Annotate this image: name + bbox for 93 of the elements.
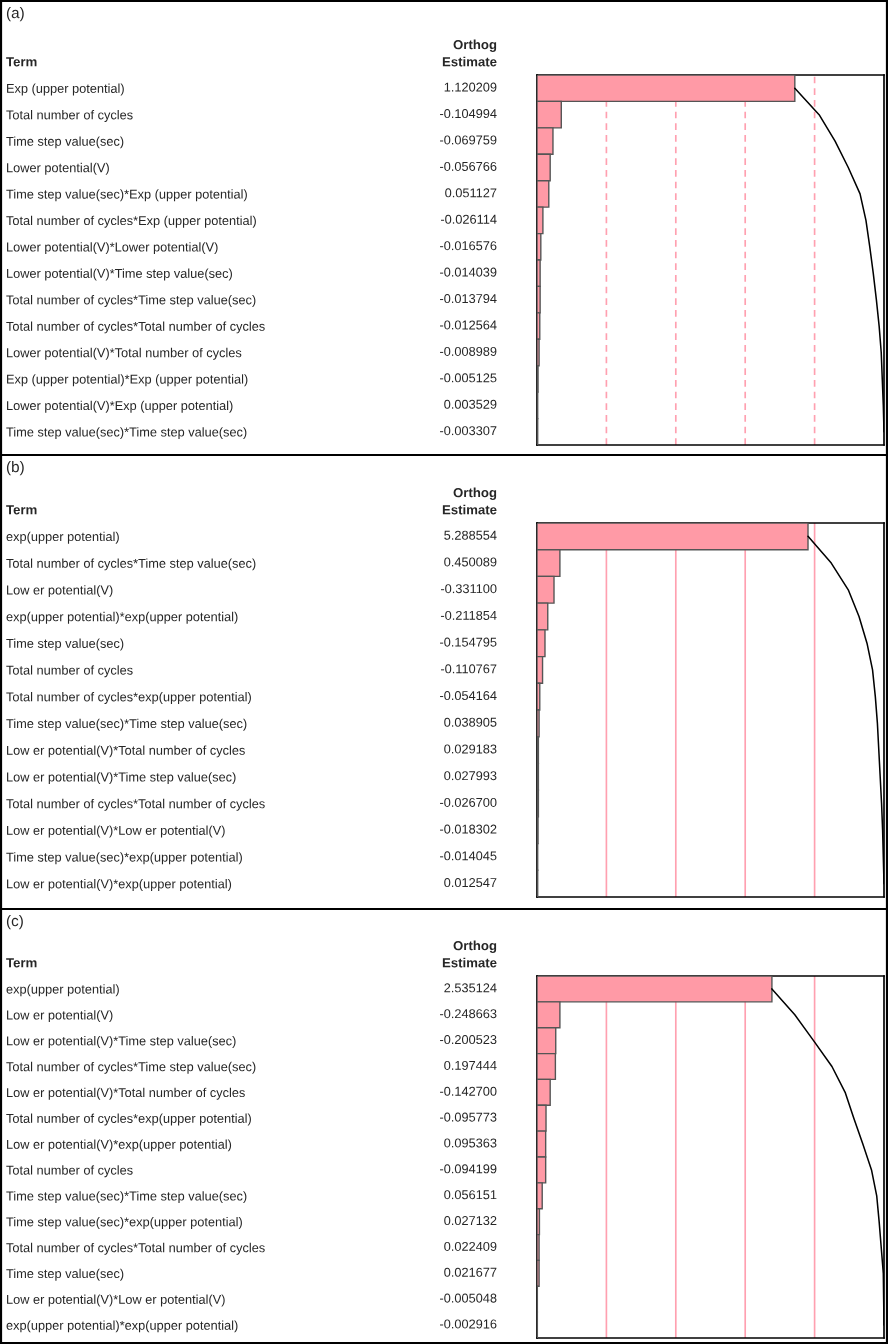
y2-tick-label: -0.016576 [440,241,497,251]
y2-tick-label: 0.027132 [444,1216,497,1226]
y-tick-label: Time step value(sec)*exp(upper potential) [6,1217,242,1229]
y-tick-label: Total number of cycles*Time step value(sec) [6,558,256,571]
y2-tick-label: 0.038905 [444,717,497,727]
y-tick-label: Time step value(sec)*exp(upper potential) [6,852,242,865]
y-tick-label: Total number of cycles*Total number of cycles [6,1242,265,1255]
y-tick-label: Low er potential(V)*Time step value(sec) [7,772,236,785]
y2-tick-label: -0.005048 [440,1293,497,1303]
y2-tick-label: 5.288554 [444,530,497,540]
y-tick-label: Exp (upper potential)*Exp (upper potential) [7,374,248,387]
y2-tick-label: -0.211854 [440,610,497,620]
y-tick-label: Total number of cycles*Exp (upper potential) [6,215,256,228]
y-tick-label: Lower potential(V)*Time step value(sec) [7,268,232,281]
y-tick-label: exp(upper potential)*exp(upper potential) [6,611,238,624]
y-tick-label: Lower potential(V)*Total number of cycles [7,347,242,360]
y-tick-label: Low er potential(V)*Time step value(sec) [7,1036,236,1048]
y2-tick-label: -0.095773 [440,1112,497,1122]
y-tick-label: Total number of cycles*Time step value(sec) [6,1061,256,1074]
text: (c) [6,915,23,930]
y2-tick-label: -0.200523 [440,1035,497,1045]
y-tick-label: Low er potential(V)*Total number of cycles [7,1087,245,1100]
y-tick-label: Low er potential(V) [7,585,113,598]
y2-tick-label: -0.054164 [440,691,497,701]
y-tick-label: Time step value(sec)*Time step value(sec) [6,718,247,731]
y2-tick-label: 0.029183 [444,744,497,754]
y2-tick-label: 0.003529 [444,399,497,409]
text: Orthog Estimate [442,940,497,968]
y2-tick-label: -0.110767 [440,664,497,674]
y-axis-title: Term [6,958,37,968]
y-tick-label: exp(upper potential)*exp(upper potential) [6,1320,238,1333]
y-tick-label: Total number of cycles [6,110,133,122]
y2-tick-label: -0.142700 [440,1086,497,1096]
y2-tick-label: -0.094199 [440,1164,497,1174]
y2-tick-label: 0.450089 [444,557,497,567]
y2-tick-label: -0.026700 [440,797,497,807]
y-tick-label: Low er potential(V) [7,1010,113,1023]
y-tick-label: Low er potential(V)*Low er potential(V) [7,1294,225,1307]
y2-tick-label: -0.008989 [440,346,497,356]
y-tick-label: Total number of cycles*Total number of cycles [6,798,265,811]
y2-tick-label: 0.051127 [445,188,497,198]
y-tick-label: Lower potential(V)*Exp (upper potential) [7,400,233,413]
y2-tick-label: -0.056766 [440,161,497,171]
y2-tick-label: 2.535124 [444,983,497,993]
y2-tick-label: -0.003307 [440,426,497,436]
y-tick-label: Low er potential(V)*exp(upper potential) [7,1139,232,1152]
y-tick-label: Time step value(sec) [6,136,124,149]
y2-tick-label: -0.002916 [440,1319,497,1329]
y2-tick-label: -0.005125 [440,373,497,383]
y2-tick-label: -0.014039 [440,267,497,277]
y-tick-label: Total number of cycles*Time step value(sec) [6,295,256,307]
y-tick-label: Total number of cycles*Total number of cycles [6,321,265,334]
y2-tick-label: -0.069759 [440,135,497,145]
text: (a) [6,7,24,22]
y-tick-label: Total number of cycles [6,665,133,678]
y2-tick-label: -0.154795 [440,637,497,647]
y-tick-label: Lower potential(V)*Lower potential(V) [7,242,218,255]
y2-tick-label: -0.331100 [440,584,497,594]
y2-tick-label: -0.104994 [440,109,497,119]
y-tick-label: Exp (upper potential) [7,83,124,96]
y2-tick-label: 0.021677 [444,1267,497,1277]
y-tick-label: Total number of cycles*exp(upper potential) [6,692,251,704]
y2-tick-label: 0.027993 [444,771,497,781]
y-tick-label: exp(upper potential) [6,984,119,997]
y-tick-label: Low er potential(V)*exp(upper potential) [7,879,232,891]
y2-tick-label: 0.012547 [444,878,497,888]
y-tick-label: Total number of cycles [6,1165,133,1178]
y-tick-label: Lower potential(V) [7,162,109,175]
y2-tick-label: 0.197444 [444,1060,497,1070]
y2-tick-label: 0.095363 [444,1138,497,1148]
y-tick-label: Time step value(sec) [6,1268,124,1281]
y2-tick-label: 0.022409 [444,1241,497,1251]
y-tick-label: Low er potential(V)*Low er potential(V) [7,825,225,838]
y-tick-label: Total number of cycles*exp(upper potential) [6,1113,251,1126]
y2-tick-label: -0.248663 [440,1009,497,1019]
text: Orthog Estimate [442,39,497,67]
y2-tick-label: -0.013794 [440,294,497,304]
y-tick-label: Time step value(sec) [6,638,124,651]
y-tick-label: Time step value(sec)*Time step value(sec) [6,1191,247,1204]
y2-tick-label: -0.014045 [440,851,497,861]
y-axis-title: Term [6,57,37,67]
y-tick-label: Time step value(sec)*Exp (upper potential) [6,189,247,202]
y2-tick-label: -0.018302 [440,824,497,834]
y2-tick-label: -0.012564 [440,320,497,330]
text: (b) [6,461,24,476]
y-tick-label: exp(upper potential) [6,531,119,544]
text: Orthog Estimate [442,487,497,515]
y2-tick-label: 1.120209 [444,82,497,92]
y-tick-label: Low er potential(V)*Total number of cycles [7,745,245,758]
y-axis-title: Term [6,505,37,515]
y2-tick-label: 0.056151 [444,1190,497,1200]
y2-tick-label: -0.026114 [440,214,497,224]
y-tick-label: Time step value(sec)*Time step value(sec) [6,427,247,440]
